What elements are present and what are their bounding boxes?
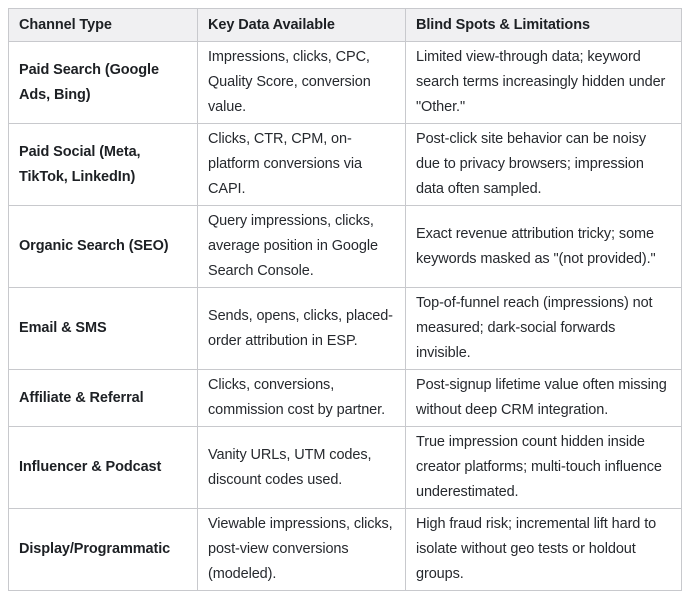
blind-spots-cell: Exact revenue attribution tricky; some k…: [405, 205, 682, 288]
key-data-cell: Viewable impressions, clicks, post-view …: [197, 508, 406, 591]
blind-spots-cell: Limited view-through data; keyword searc…: [405, 41, 682, 124]
table-row-organic-search: Organic Search (SEO) Query impressions, …: [8, 205, 682, 288]
blind-spots-cell: True impression count hidden inside crea…: [405, 426, 682, 509]
table-row-paid-search: Paid Search (Google Ads, Bing) Impressio…: [8, 41, 682, 124]
table-row-influencer-podcast: Influencer & Podcast Vanity URLs, UTM co…: [8, 426, 682, 509]
table-header-row: Channel Type Key Data Available Blind Sp…: [8, 8, 682, 42]
key-data-cell: Clicks, conversions, commission cost by …: [197, 369, 406, 427]
column-header-channel-type: Channel Type: [8, 8, 198, 42]
key-data-cell: Impressions, clicks, CPC, Quality Score,…: [197, 41, 406, 124]
key-data-cell: Sends, opens, clicks, placed-order attri…: [197, 287, 406, 370]
channel-type-cell: Affiliate & Referral: [8, 369, 198, 427]
key-data-cell: Clicks, CTR, CPM, on-platform conversion…: [197, 123, 406, 206]
channel-type-cell: Email & SMS: [8, 287, 198, 370]
table-row-email-sms: Email & SMS Sends, opens, clicks, placed…: [8, 287, 682, 370]
table-row-display-programmatic: Display/Programmatic Viewable impression…: [8, 508, 682, 591]
column-header-key-data: Key Data Available: [197, 8, 406, 42]
channel-type-cell: Paid Social (Meta, TikTok, LinkedIn): [8, 123, 198, 206]
key-data-cell: Query impressions, clicks, average posit…: [197, 205, 406, 288]
channel-type-cell: Organic Search (SEO): [8, 205, 198, 288]
channel-type-cell: Influencer & Podcast: [8, 426, 198, 509]
table-row-affiliate-referral: Affiliate & Referral Clicks, conversions…: [8, 369, 682, 427]
key-data-cell: Vanity URLs, UTM codes, discount codes u…: [197, 426, 406, 509]
blind-spots-cell: Post-click site behavior can be noisy du…: [405, 123, 682, 206]
column-header-blind-spots: Blind Spots & Limitations: [405, 8, 682, 42]
table-row-paid-social: Paid Social (Meta, TikTok, LinkedIn) Cli…: [8, 123, 682, 206]
channel-comparison-table: Channel Type Key Data Available Blind Sp…: [8, 8, 682, 591]
channel-type-cell: Display/Programmatic: [8, 508, 198, 591]
channel-type-cell: Paid Search (Google Ads, Bing): [8, 41, 198, 124]
blind-spots-cell: Post-signup lifetime value often missing…: [405, 369, 682, 427]
blind-spots-cell: Top-of-funnel reach (impressions) not me…: [405, 287, 682, 370]
blind-spots-cell: High fraud risk; incremental lift hard t…: [405, 508, 682, 591]
page: Channel Type Key Data Available Blind Sp…: [8, 8, 682, 591]
